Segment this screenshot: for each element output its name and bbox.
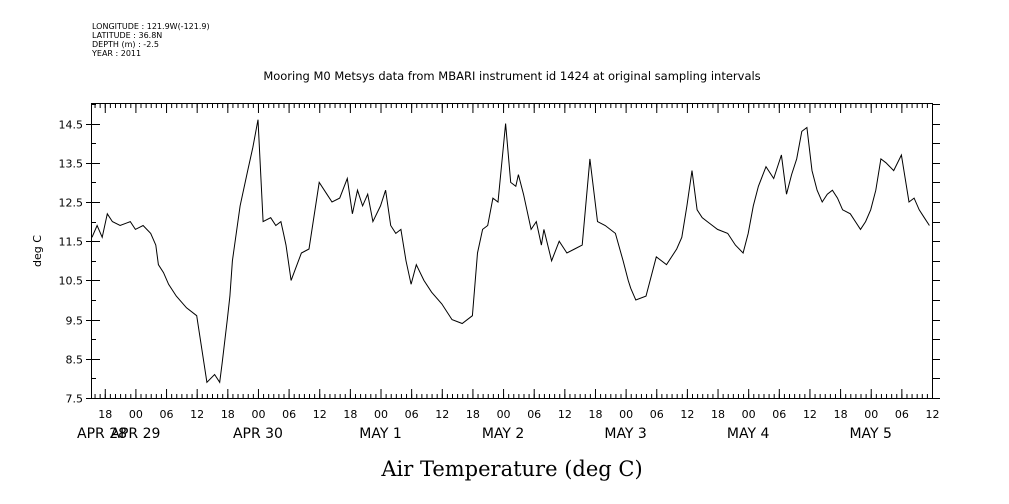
- x-tick-label: 18: [588, 408, 602, 421]
- metadata-block: LONGITUDE : 121.9W(-121.9) LATITUDE : 36…: [92, 22, 210, 58]
- minor-ticks: [92, 104, 940, 399]
- x-tick-label: 00: [497, 408, 511, 421]
- date-label: APR 30: [233, 426, 283, 442]
- x-tick-label: 12: [435, 408, 449, 421]
- x-tick-label: 12: [803, 408, 817, 421]
- x-tick-label: 06: [650, 408, 664, 421]
- x-axis: 18 00 06 12 18 00 06 12 18 00 06 12 18 00 06 12 18 00 06 12…: [98, 104, 940, 421]
- y-tick-label: 9.5: [66, 315, 84, 328]
- x-tick-label: 06: [772, 408, 786, 421]
- date-label: MAY 3: [604, 426, 646, 442]
- x-tick-label: 12: [926, 408, 940, 421]
- x-tick-label: 18: [221, 408, 235, 421]
- date-label: MAY 5: [849, 426, 891, 442]
- x-tick-label: 00: [619, 408, 633, 421]
- date-label: APR 29: [110, 426, 160, 442]
- y-tick-label: 7.5: [66, 393, 84, 406]
- x-tick-label: 00: [374, 408, 388, 421]
- x-axis-label: Air Temperature (deg C): [380, 457, 642, 481]
- x-tick-label: 06: [527, 408, 541, 421]
- date-label: APR 28: [77, 426, 127, 442]
- x-tick-label: 00: [129, 408, 143, 421]
- y-tick-label: 10.5: [59, 275, 84, 288]
- x-tick-label: 06: [895, 408, 909, 421]
- x-tick-label: 18: [98, 408, 112, 421]
- depth-label: DEPTH (m) : -2.5: [92, 40, 159, 49]
- date-label: MAY 4: [727, 426, 770, 442]
- y-tick-label: 11.5: [59, 236, 84, 249]
- x-tick-label: 00: [864, 408, 878, 421]
- plot-frame: [91, 103, 933, 399]
- x-tick-label: 12: [558, 408, 572, 421]
- x-tick-label: 18: [343, 408, 357, 421]
- y-tick-label: 14.5: [59, 119, 84, 132]
- x-tick-label: 00: [251, 408, 265, 421]
- x-tick-label: 18: [711, 408, 725, 421]
- x-tick-label: 12: [190, 408, 204, 421]
- y-axis: 7.5 8.5 9.5 10.5 11.5 12.5 13.5 14.5: [59, 119, 100, 406]
- x-tick-label: 12: [313, 408, 327, 421]
- x-tick-label: 18: [466, 408, 480, 421]
- x-tick-label: 12: [680, 408, 694, 421]
- latitude-label: LATITUDE : 36.8N: [92, 31, 163, 40]
- x-tick-label: 00: [742, 408, 756, 421]
- y-axis-label: deg C: [31, 235, 44, 267]
- x-tick-label: 06: [160, 408, 174, 421]
- longitude-label: LONGITUDE : 121.9W(-121.9): [92, 22, 210, 31]
- x-tick-label: 18: [834, 408, 848, 421]
- x-tick-label: 06: [282, 408, 296, 421]
- y-tick-label: 8.5: [66, 354, 84, 367]
- series-line-air-temperature: [91, 119, 930, 384]
- chart-title: Mooring M0 Metsys data from MBARI instru…: [263, 69, 760, 83]
- y-tick-label: 13.5: [59, 158, 84, 171]
- date-label: MAY 1: [359, 426, 401, 442]
- x-tick-label: 06: [405, 408, 419, 421]
- year-label: YEAR : 2011: [92, 49, 142, 58]
- y-tick-label: 12.5: [59, 197, 84, 210]
- date-label: MAY 2: [482, 426, 524, 442]
